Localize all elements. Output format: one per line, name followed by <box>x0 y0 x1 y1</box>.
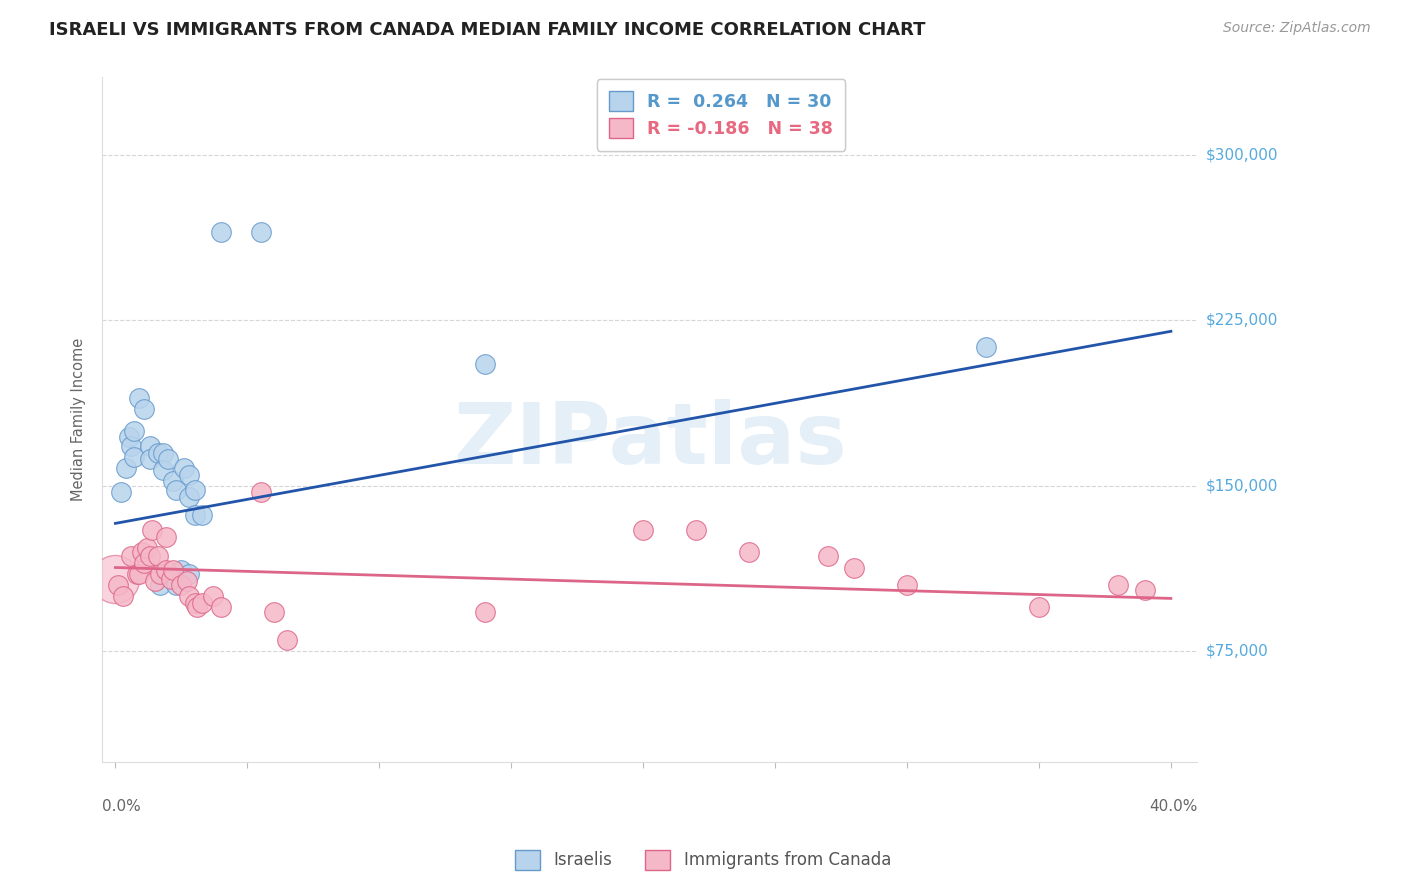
Point <box>146 549 169 564</box>
Point <box>149 567 172 582</box>
Point <box>176 574 198 588</box>
Point <box>138 549 160 564</box>
Point <box>276 633 298 648</box>
Point <box>152 463 174 477</box>
Point <box>155 563 177 577</box>
Point <box>1133 582 1156 597</box>
Point <box>149 578 172 592</box>
Point <box>191 508 214 522</box>
Point <box>263 605 285 619</box>
Point <box>173 461 195 475</box>
Point <box>474 358 496 372</box>
Point <box>112 589 135 603</box>
Point <box>183 596 205 610</box>
Point <box>146 446 169 460</box>
Y-axis label: Median Family Income: Median Family Income <box>72 338 86 501</box>
Point <box>179 490 201 504</box>
Point <box>183 483 205 498</box>
Point <box>685 523 707 537</box>
Point <box>157 452 180 467</box>
Point <box>249 485 271 500</box>
Point <box>131 545 153 559</box>
Point <box>117 430 139 444</box>
Point <box>134 401 156 416</box>
Point <box>209 225 232 239</box>
Point <box>179 467 201 482</box>
Point <box>159 572 181 586</box>
Text: $300,000: $300,000 <box>1206 147 1278 162</box>
Point <box>1107 578 1129 592</box>
Point <box>186 600 208 615</box>
Point <box>138 439 160 453</box>
Point <box>128 567 150 582</box>
Point <box>209 600 232 615</box>
Point <box>191 596 214 610</box>
Text: ZIPatlas: ZIPatlas <box>453 399 846 482</box>
Point <box>120 549 142 564</box>
Point <box>115 461 138 475</box>
Point <box>844 560 866 574</box>
Point <box>974 340 997 354</box>
Point <box>152 446 174 460</box>
Point <box>162 475 184 489</box>
Point <box>179 567 201 582</box>
Text: Source: ZipAtlas.com: Source: ZipAtlas.com <box>1223 21 1371 36</box>
Text: 40.0%: 40.0% <box>1149 799 1198 814</box>
Point <box>249 225 271 239</box>
Point <box>120 439 142 453</box>
Point <box>170 578 193 592</box>
Point <box>165 483 187 498</box>
Point <box>125 567 148 582</box>
Legend: Israelis, Immigrants from Canada: Israelis, Immigrants from Canada <box>508 843 898 877</box>
Point <box>128 391 150 405</box>
Point <box>179 589 201 603</box>
Point <box>631 523 654 537</box>
Point <box>738 545 761 559</box>
Point <box>138 452 160 467</box>
Text: 0.0%: 0.0% <box>103 799 141 814</box>
Point <box>143 574 166 588</box>
Point <box>136 541 159 555</box>
Text: $225,000: $225,000 <box>1206 313 1278 327</box>
Point <box>107 578 129 592</box>
Text: ISRAELI VS IMMIGRANTS FROM CANADA MEDIAN FAMILY INCOME CORRELATION CHART: ISRAELI VS IMMIGRANTS FROM CANADA MEDIAN… <box>49 21 925 39</box>
Point <box>155 530 177 544</box>
Point <box>896 578 918 592</box>
Point <box>122 450 145 464</box>
Point <box>170 563 193 577</box>
Point <box>202 589 225 603</box>
Point <box>122 424 145 438</box>
Text: $75,000: $75,000 <box>1206 644 1268 659</box>
Point <box>183 508 205 522</box>
Text: $150,000: $150,000 <box>1206 478 1278 493</box>
Point <box>104 572 127 586</box>
Legend: R =  0.264   N = 30, R = -0.186   N = 38: R = 0.264 N = 30, R = -0.186 N = 38 <box>596 79 845 151</box>
Point <box>141 523 163 537</box>
Point <box>817 549 839 564</box>
Point <box>110 485 132 500</box>
Point <box>1028 600 1050 615</box>
Point <box>134 556 156 570</box>
Point <box>162 563 184 577</box>
Point <box>165 578 187 592</box>
Point <box>474 605 496 619</box>
